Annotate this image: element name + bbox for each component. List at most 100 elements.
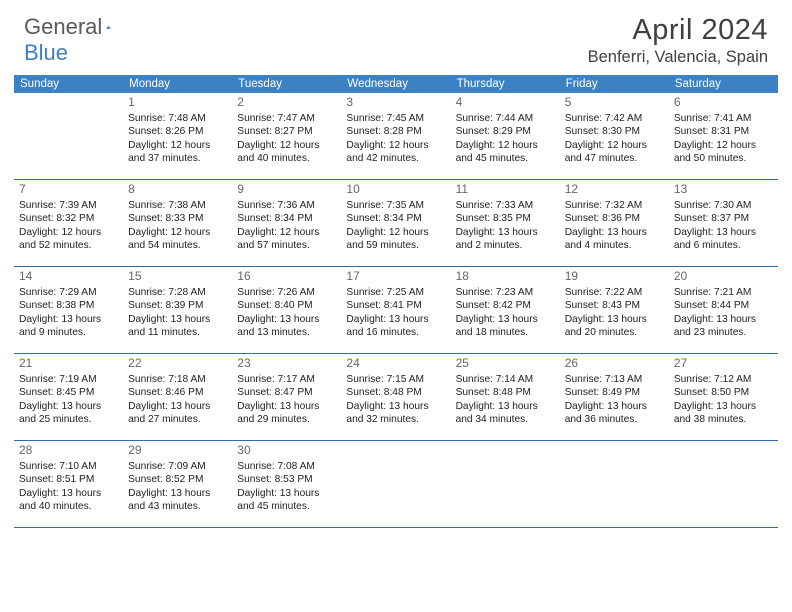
sunrise-line: Sunrise: 7:14 AM [456,373,555,386]
sunset-line: Sunset: 8:28 PM [346,125,445,138]
sunset-line: Sunset: 8:48 PM [346,386,445,399]
calendar-day-cell: 23Sunrise: 7:17 AMSunset: 8:47 PMDayligh… [232,354,341,440]
day-number: 23 [237,356,336,372]
day-number: 17 [346,269,445,285]
day-number: 6 [674,95,773,111]
calendar-empty-cell [451,441,560,527]
daylight-line: Daylight: 13 hours and 29 minutes. [237,400,336,427]
day-header: Sunday [14,75,123,93]
sunset-line: Sunset: 8:38 PM [19,299,118,312]
sunset-line: Sunset: 8:40 PM [237,299,336,312]
calendar-week: 14Sunrise: 7:29 AMSunset: 8:38 PMDayligh… [14,267,778,354]
calendar-week: 21Sunrise: 7:19 AMSunset: 8:45 PMDayligh… [14,354,778,441]
day-header: Friday [560,75,669,93]
brand-text-blue: Blue [24,40,68,65]
sunrise-line: Sunrise: 7:25 AM [346,286,445,299]
day-header: Monday [123,75,232,93]
daylight-line: Daylight: 13 hours and 45 minutes. [237,487,336,514]
day-number: 7 [19,182,118,198]
sunset-line: Sunset: 8:27 PM [237,125,336,138]
sunrise-line: Sunrise: 7:33 AM [456,199,555,212]
sunset-line: Sunset: 8:48 PM [456,386,555,399]
sunset-line: Sunset: 8:30 PM [565,125,664,138]
day-header: Thursday [451,75,560,93]
sunset-line: Sunset: 8:45 PM [19,386,118,399]
day-number: 26 [565,356,664,372]
sunrise-line: Sunrise: 7:32 AM [565,199,664,212]
day-number: 22 [128,356,227,372]
sunrise-line: Sunrise: 7:09 AM [128,460,227,473]
day-header: Saturday [669,75,778,93]
day-number: 8 [128,182,227,198]
sunrise-line: Sunrise: 7:30 AM [674,199,773,212]
daylight-line: Daylight: 13 hours and 2 minutes. [456,226,555,253]
sunset-line: Sunset: 8:34 PM [237,212,336,225]
calendar: SundayMondayTuesdayWednesdayThursdayFrid… [0,75,792,528]
daylight-line: Daylight: 12 hours and 40 minutes. [237,139,336,166]
sunrise-line: Sunrise: 7:17 AM [237,373,336,386]
title-block: April 2024 Benferri, Valencia, Spain [588,14,768,67]
day-number: 24 [346,356,445,372]
calendar-day-cell: 24Sunrise: 7:15 AMSunset: 8:48 PMDayligh… [341,354,450,440]
brand-text-general: General [24,14,102,40]
daylight-line: Daylight: 13 hours and 20 minutes. [565,313,664,340]
day-number: 29 [128,443,227,459]
day-number: 9 [237,182,336,198]
calendar-day-cell: 17Sunrise: 7:25 AMSunset: 8:41 PMDayligh… [341,267,450,353]
day-number: 18 [456,269,555,285]
day-header: Wednesday [341,75,450,93]
day-header: Tuesday [232,75,341,93]
daylight-line: Daylight: 13 hours and 6 minutes. [674,226,773,253]
day-number: 4 [456,95,555,111]
daylight-line: Daylight: 12 hours and 57 minutes. [237,226,336,253]
calendar-day-cell: 10Sunrise: 7:35 AMSunset: 8:34 PMDayligh… [341,180,450,266]
calendar-day-cell: 8Sunrise: 7:38 AMSunset: 8:33 PMDaylight… [123,180,232,266]
day-number: 14 [19,269,118,285]
daylight-line: Daylight: 13 hours and 9 minutes. [19,313,118,340]
day-number: 20 [674,269,773,285]
sunrise-line: Sunrise: 7:08 AM [237,460,336,473]
sunset-line: Sunset: 8:29 PM [456,125,555,138]
sunset-line: Sunset: 8:26 PM [128,125,227,138]
calendar-day-cell: 1Sunrise: 7:48 AMSunset: 8:26 PMDaylight… [123,93,232,179]
calendar-day-cell: 21Sunrise: 7:19 AMSunset: 8:45 PMDayligh… [14,354,123,440]
sunrise-line: Sunrise: 7:23 AM [456,286,555,299]
page-header: General April 2024 Benferri, Valencia, S… [0,0,792,75]
calendar-day-cell: 18Sunrise: 7:23 AMSunset: 8:42 PMDayligh… [451,267,560,353]
calendar-week: 7Sunrise: 7:39 AMSunset: 8:32 PMDaylight… [14,180,778,267]
sunrise-line: Sunrise: 7:10 AM [19,460,118,473]
daylight-line: Daylight: 12 hours and 52 minutes. [19,226,118,253]
calendar-day-cell: 2Sunrise: 7:47 AMSunset: 8:27 PMDaylight… [232,93,341,179]
sunrise-line: Sunrise: 7:18 AM [128,373,227,386]
calendar-day-cell: 5Sunrise: 7:42 AMSunset: 8:30 PMDaylight… [560,93,669,179]
daylight-line: Daylight: 13 hours and 16 minutes. [346,313,445,340]
calendar-week: 28Sunrise: 7:10 AMSunset: 8:51 PMDayligh… [14,441,778,528]
calendar-week: 1Sunrise: 7:48 AMSunset: 8:26 PMDaylight… [14,93,778,180]
sunrise-line: Sunrise: 7:28 AM [128,286,227,299]
calendar-day-cell: 30Sunrise: 7:08 AMSunset: 8:53 PMDayligh… [232,441,341,527]
sunset-line: Sunset: 8:39 PM [128,299,227,312]
sunset-line: Sunset: 8:37 PM [674,212,773,225]
month-title: April 2024 [588,14,768,47]
daylight-line: Daylight: 13 hours and 34 minutes. [456,400,555,427]
sunset-line: Sunset: 8:43 PM [565,299,664,312]
day-number: 30 [237,443,336,459]
day-number: 13 [674,182,773,198]
sunrise-line: Sunrise: 7:26 AM [237,286,336,299]
day-number: 27 [674,356,773,372]
calendar-day-cell: 13Sunrise: 7:30 AMSunset: 8:37 PMDayligh… [669,180,778,266]
daylight-line: Daylight: 13 hours and 18 minutes. [456,313,555,340]
calendar-day-cell: 4Sunrise: 7:44 AMSunset: 8:29 PMDaylight… [451,93,560,179]
sunset-line: Sunset: 8:49 PM [565,386,664,399]
day-headers-row: SundayMondayTuesdayWednesdayThursdayFrid… [14,75,778,93]
day-number: 2 [237,95,336,111]
calendar-empty-cell [14,93,123,179]
calendar-day-cell: 27Sunrise: 7:12 AMSunset: 8:50 PMDayligh… [669,354,778,440]
sunrise-line: Sunrise: 7:47 AM [237,112,336,125]
daylight-line: Daylight: 13 hours and 4 minutes. [565,226,664,253]
calendar-day-cell: 14Sunrise: 7:29 AMSunset: 8:38 PMDayligh… [14,267,123,353]
sunset-line: Sunset: 8:50 PM [674,386,773,399]
sunrise-line: Sunrise: 7:44 AM [456,112,555,125]
sunset-line: Sunset: 8:34 PM [346,212,445,225]
calendar-day-cell: 25Sunrise: 7:14 AMSunset: 8:48 PMDayligh… [451,354,560,440]
